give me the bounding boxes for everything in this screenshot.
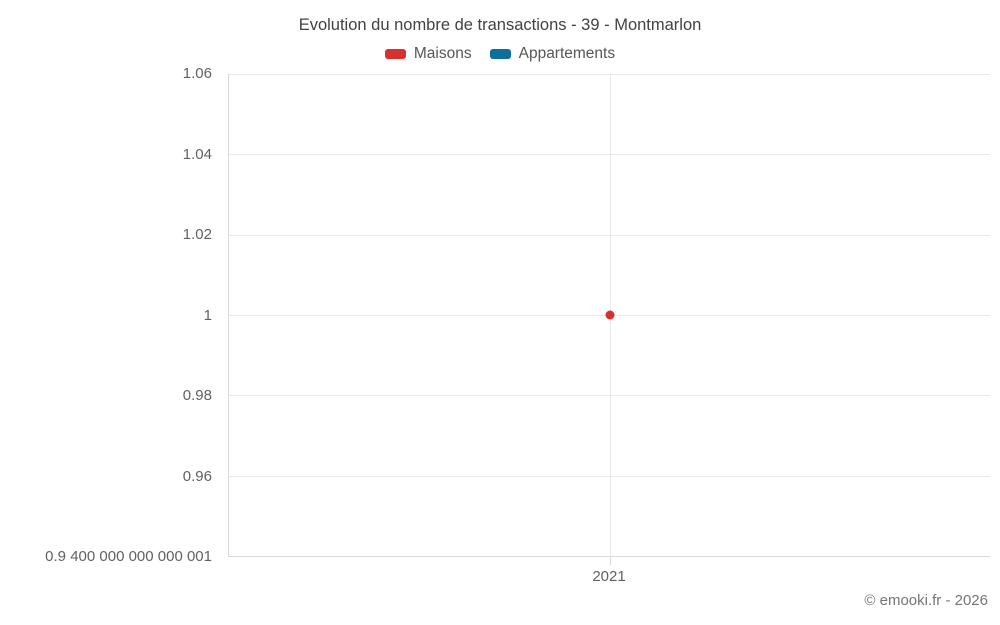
y-axis-tick-label: 1.06 <box>182 65 212 82</box>
plot-area <box>228 74 990 565</box>
legend-label: Appartements <box>518 45 616 62</box>
y-axis-tick-label: 0.9 400 000 000 000 001 <box>45 548 212 565</box>
legend: Maisons Appartements <box>0 45 1000 63</box>
y-axis-tick-label: 1.02 <box>182 226 212 243</box>
legend-item-maisons[interactable]: Maisons <box>384 45 472 63</box>
copyright-credit: © emooki.fr - 2026 <box>864 592 988 609</box>
legend-swatch-icon <box>384 49 406 59</box>
y-axis-tick-label: 0.98 <box>182 387 212 404</box>
y-axis-tick-label: 0.96 <box>182 467 212 485</box>
x-axis-tick-mark <box>609 557 611 565</box>
data-point-maisons[interactable] <box>605 310 614 320</box>
x-axis-tick-label: 2021 <box>592 568 626 585</box>
legend-label: Maisons <box>413 45 472 62</box>
legend-swatch-icon <box>489 49 511 59</box>
y-axis-tick-label: 1 <box>203 306 212 324</box>
legend-item-appartements[interactable]: Appartements <box>489 45 616 63</box>
chart-title: Evolution du nombre de transactions - 39… <box>298 16 702 34</box>
y-axis-tick-label: 1.04 <box>182 145 212 163</box>
